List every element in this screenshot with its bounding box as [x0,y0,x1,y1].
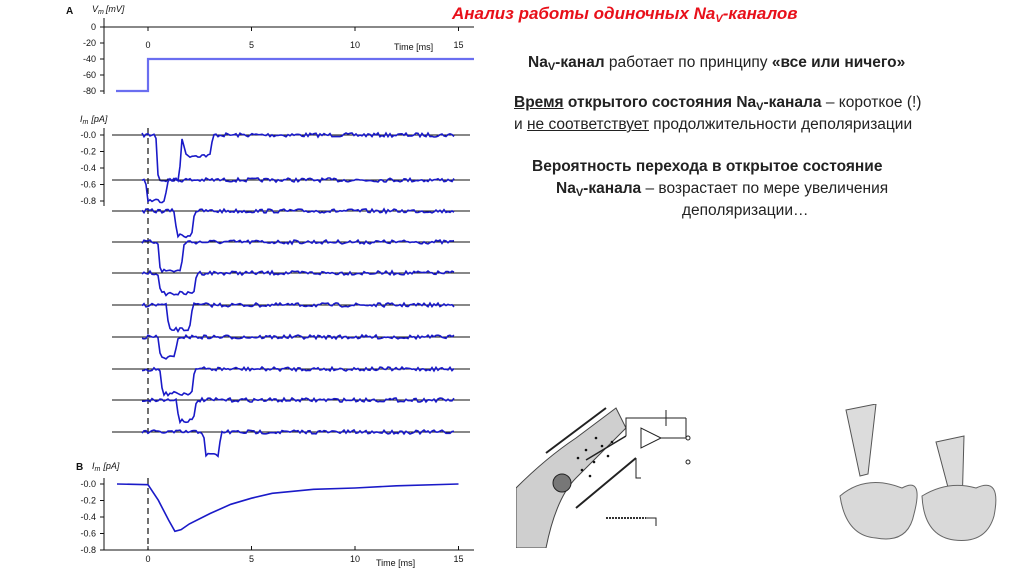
time-ticks-b: 0 5 10 15 [145,546,464,564]
ground-symbol [646,517,657,526]
circuit-wires [635,418,687,479]
single-channel-trace [141,207,455,239]
amplifier-symbol [640,427,663,449]
vm-axis-label: Vm [mV] [92,4,125,16]
vm-tick-label: -20 [83,38,96,48]
time-tick-label-a: 10 [350,40,360,50]
time-label-a: Time [ms] [394,42,433,52]
paragraph-open-time: Время открытого состояния NaV-канала – к… [514,94,922,133]
time-tick-label-b: 0 [145,554,150,564]
cell-membrane-illustration [516,407,627,548]
time-tick-label-b: 5 [249,554,254,564]
single-channel-trace [141,333,455,360]
vout-terminal-1 [685,435,691,441]
vout-terminal-2 [685,459,691,465]
vm-time-ticks: 0 5 10 15 [145,27,464,50]
im-tick-label-b: -0.4 [80,512,96,522]
time-tick-label-a: 0 [145,40,150,50]
panel-b-label: B [76,462,83,473]
single-channel-trace [141,131,455,183]
time-tick-label-a: 15 [453,40,463,50]
im-ticks-b: -0.0 -0.2 -0.4 -0.6 -0.8 [80,479,104,555]
single-channel-trace [141,238,455,274]
vm-tick-label: 0 [91,22,96,32]
channel-patch [552,473,572,493]
single-channel-traces [112,131,470,458]
cell-left [839,482,918,540]
single-channel-trace [141,301,455,334]
patch-clamp-schematic [516,407,691,548]
vm-ticks: 0 -20 -40 -60 -80 [83,22,104,96]
im-axis-label-a: Im [pA] [80,114,108,126]
single-channel-trace [141,269,455,297]
single-channel-trace [141,176,455,204]
im-axis-label-b: Im [pA] [92,461,120,473]
im-tick-label-a: -0.6 [80,180,96,190]
feedback-resistor [625,410,686,436]
time-tick-label-b: 15 [453,554,463,564]
panel-a-label: A [66,6,73,17]
im-tick-label-a: -0.4 [80,163,96,173]
pipette-left [845,404,877,477]
im-tick-label-b: -0.8 [80,545,96,555]
im-tick-label-a: -0.2 [80,147,96,157]
im-ticks-a: -0.0 -0.2 -0.4 -0.6 -0.8 [80,130,104,206]
im-tick-label-b: -0.6 [80,529,96,539]
paragraph-all-or-none: NaV-канал работает по принципу «все или … [528,54,906,73]
pipette-walls [545,407,637,509]
time-tick-label-b: 10 [350,554,360,564]
vm-tick-label: -60 [83,70,96,80]
ensemble-average-trace [116,483,459,533]
im-tick-label-b: -0.0 [80,479,96,489]
im-tick-label-a: -0.8 [80,196,96,206]
im-tick-label-b: -0.2 [80,496,96,506]
pipette-dots [576,436,614,478]
cell-right [921,484,997,541]
time-label-b: Time [ms] [376,558,415,568]
single-channel-trace [141,428,455,458]
vm-step-trace [116,57,474,93]
vm-tick-label: -40 [83,54,96,64]
im-tick-label-a: -0.0 [80,130,96,140]
slide-title: Анализ работы одиночных NaV-каналов [452,4,798,25]
vm-tick-label: -80 [83,86,96,96]
paragraph-probability: Вероятность перехода в открытое состояни… [532,158,889,219]
single-channel-trace [141,365,455,397]
time-tick-label-a: 5 [249,40,254,50]
single-channel-trace [142,396,455,425]
electrode-wire [585,435,627,461]
pipette-cell-drawings [839,404,997,541]
channel-recording-figure: A Vm [mV] 0-20-40-60-80 0 5 10 15 Time [ms] … [66,4,474,568]
